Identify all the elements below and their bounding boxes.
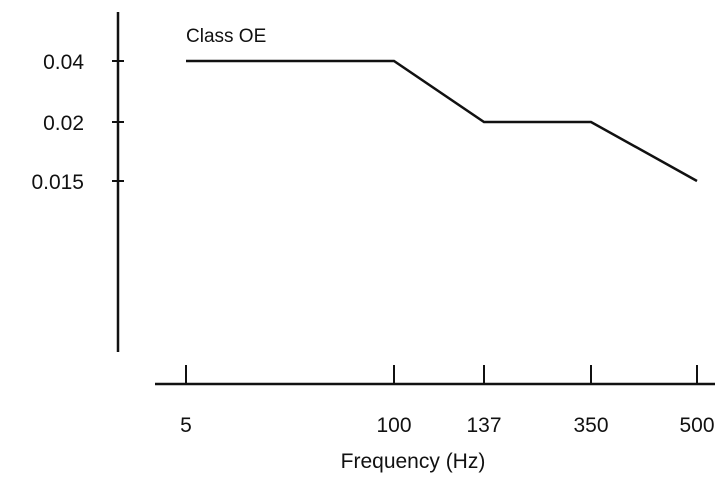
x-tick-label-2: 137 [466, 414, 501, 437]
x-tick-label-4: 500 [679, 414, 714, 437]
x-axis-title: Frequency (Hz) [341, 450, 486, 473]
series-label: Class OE [186, 26, 266, 47]
x-axis-ticks: 5 100 137 350 500 [180, 365, 715, 437]
x-tick-label-1: 100 [376, 414, 411, 437]
x-tick-label-0: 5 [180, 414, 192, 437]
series-line-class-oe [186, 59, 698, 183]
y-tick-label-1: 0.02 [43, 112, 84, 135]
y-axis-ticks: 0.04 0.02 0.015 [31, 51, 124, 194]
y-tick-label-2: 0.015 [31, 171, 84, 194]
x-tick-label-3: 350 [573, 414, 608, 437]
y-tick-label-0: 0.04 [43, 51, 84, 74]
